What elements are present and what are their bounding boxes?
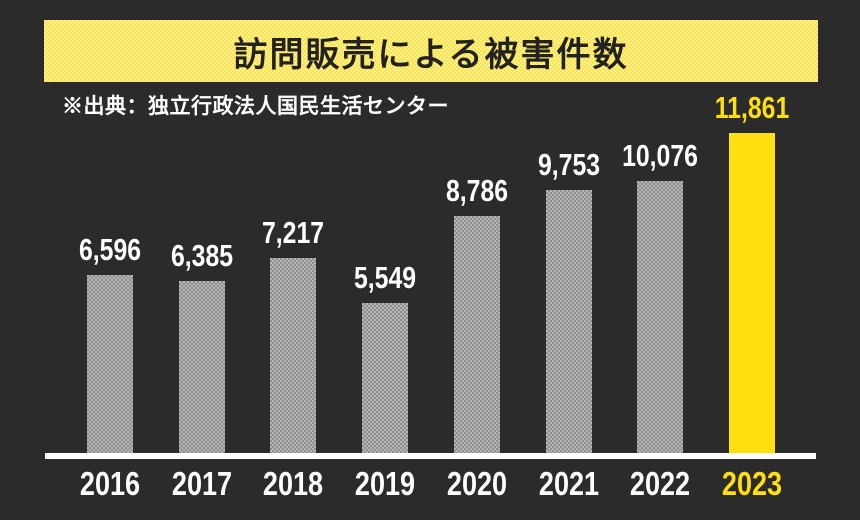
bar xyxy=(453,216,500,453)
axis-line xyxy=(45,453,816,459)
bar-value-label: 8,786 xyxy=(445,173,508,208)
bar xyxy=(270,258,317,453)
bar xyxy=(87,275,133,453)
year-label: 2016 xyxy=(79,465,141,502)
bar xyxy=(637,181,684,453)
source-note: ※出典：独立行政法人国民生活センター xyxy=(62,95,449,118)
bar xyxy=(545,190,592,453)
bar xyxy=(362,303,409,453)
bar-value-label: 5,549 xyxy=(354,260,417,295)
title-banner: 訪問販売による被害件数 xyxy=(44,20,818,82)
year-label: 2023 xyxy=(721,465,782,502)
bar-value-label: 6,385 xyxy=(170,238,233,273)
chart-title: 訪問販売による被害件数 xyxy=(233,35,629,74)
year-label: 2019 xyxy=(354,465,416,502)
bar-value-label: 11,861 xyxy=(714,90,790,125)
bar-value-label: 10,076 xyxy=(622,138,699,173)
bar xyxy=(728,133,775,453)
year-label: 2017 xyxy=(171,465,232,502)
bar-value-label: 9,753 xyxy=(537,147,600,182)
year-label: 2020 xyxy=(446,465,507,502)
year-label: 2021 xyxy=(538,465,599,502)
year-label: 2018 xyxy=(263,465,324,502)
bar-value-label: 6,596 xyxy=(78,232,142,267)
bar-value-label: 7,217 xyxy=(262,215,325,250)
year-label: 2022 xyxy=(630,465,691,502)
bar xyxy=(178,281,225,453)
